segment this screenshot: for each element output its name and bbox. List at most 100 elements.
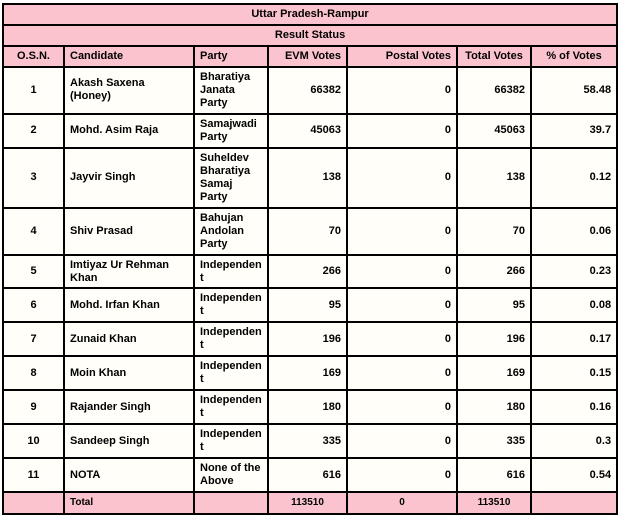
- candidate-row: 6 Mohd. Irfan Khan Independent 95 0 95 0…: [2, 287, 619, 324]
- osn-cell: 5: [2, 253, 65, 290]
- evm-votes-cell: 95: [267, 287, 348, 324]
- party-cell: Bahujan Andolan Party: [193, 206, 269, 256]
- total-votes-cell: 169: [456, 355, 532, 392]
- party-cell: Independent: [193, 253, 269, 290]
- osn-cell: 1: [2, 65, 65, 115]
- party-cell: Suheldev Bharatiya Samaj Party: [193, 146, 269, 209]
- candidate-cell: Sandeep Singh: [63, 423, 195, 460]
- party-cell: Independent: [193, 355, 269, 392]
- total-total-votes: 113510: [456, 491, 532, 515]
- candidate-row: 3 Jayvir Singh Suheldev Bharatiya Samaj …: [2, 146, 619, 209]
- total-votes-cell: 138: [456, 146, 532, 209]
- candidate-cell: Mohd. Irfan Khan: [63, 287, 195, 324]
- total-row-party-cell: [193, 491, 269, 515]
- total-evm-votes: 113510: [267, 491, 348, 515]
- party-cell: None of the Above: [193, 457, 269, 494]
- candidate-cell: Jayvir Singh: [63, 146, 195, 209]
- evm-votes-cell: 169: [267, 355, 348, 392]
- column-header-candidate: Candidate: [63, 44, 195, 68]
- column-header-total-votes: Total Votes: [456, 44, 532, 68]
- total-label: Total: [63, 491, 195, 515]
- pct-votes-cell: 0.16: [529, 389, 619, 426]
- candidate-cell: NOTA: [63, 457, 195, 494]
- candidate-cell: Mohd. Asim Raja: [63, 112, 195, 149]
- column-header-evm-votes: EVM Votes: [267, 44, 348, 68]
- header-row: O.S.N. Candidate Party EVM Votes Postal …: [2, 44, 619, 68]
- evm-votes-cell: 66382: [267, 65, 348, 115]
- pct-votes-cell: 0.12: [529, 146, 619, 209]
- postal-votes-cell: 0: [346, 65, 458, 115]
- candidate-row: 1 Akash Saxena (Honey) Bharatiya Janata …: [2, 65, 619, 115]
- party-cell: Samajwadi Party: [193, 112, 269, 149]
- results-table: Uttar Pradesh-Rampur Result Status O.S.N…: [1, 3, 619, 515]
- total-row-pct-cell: [529, 491, 619, 515]
- total-votes-cell: 335: [456, 423, 532, 460]
- total-votes-cell: 196: [456, 321, 532, 358]
- candidate-cell: Rajander Singh: [63, 389, 195, 426]
- candidate-row: 8 Moin Khan Independent 169 0 169 0.15: [2, 355, 619, 392]
- pct-votes-cell: 0.17: [529, 321, 619, 358]
- postal-votes-cell: 0: [346, 457, 458, 494]
- candidate-cell: Shiv Prasad: [63, 206, 195, 256]
- column-header-postal-votes: Postal Votes: [346, 44, 458, 68]
- party-cell: Independent: [193, 321, 269, 358]
- total-votes-cell: 95: [456, 287, 532, 324]
- evm-votes-cell: 335: [267, 423, 348, 460]
- column-header-osn: O.S.N.: [2, 44, 65, 68]
- page: Uttar Pradesh-Rampur Result Status O.S.N…: [1, 3, 619, 515]
- candidate-row: 4 Shiv Prasad Bahujan Andolan Party 70 0…: [2, 206, 619, 256]
- candidate-row: 10 Sandeep Singh Independent 335 0 335 0…: [2, 423, 619, 460]
- osn-cell: 2: [2, 112, 65, 149]
- postal-votes-cell: 0: [346, 206, 458, 256]
- osn-cell: 9: [2, 389, 65, 426]
- postal-votes-cell: 0: [346, 321, 458, 358]
- pct-votes-cell: 58.48: [529, 65, 619, 115]
- pct-votes-cell: 0.08: [529, 287, 619, 324]
- candidate-row: 9 Rajander Singh Independent 180 0 180 0…: [2, 389, 619, 426]
- total-row-osn-cell: [2, 491, 65, 515]
- osn-cell: 11: [2, 457, 65, 494]
- candidate-cell: Imtiyaz Ur Rehman Khan: [63, 253, 195, 290]
- postal-votes-cell: 0: [346, 253, 458, 290]
- total-votes-cell: 70: [456, 206, 532, 256]
- candidate-row: 5 Imtiyaz Ur Rehman Khan Independent 266…: [2, 253, 619, 290]
- subtitle-row: Result Status: [1, 23, 619, 47]
- osn-cell: 6: [2, 287, 65, 324]
- postal-votes-cell: 0: [346, 389, 458, 426]
- postal-votes-cell: 0: [346, 146, 458, 209]
- evm-votes-cell: 70: [267, 206, 348, 256]
- pct-votes-cell: 0.3: [529, 423, 619, 460]
- party-cell: Independent: [193, 287, 269, 324]
- candidate-cell: Akash Saxena (Honey): [63, 65, 195, 115]
- postal-votes-cell: 0: [346, 112, 458, 149]
- result-status-label: Result Status: [1, 23, 619, 47]
- candidate-cell: Zunaid Khan: [63, 321, 195, 358]
- column-header-pct-votes: % of Votes: [529, 44, 619, 68]
- pct-votes-cell: 39.7: [529, 112, 619, 149]
- candidate-row: 11 NOTA None of the Above 616 0 616 0.54: [2, 457, 619, 494]
- party-cell: Independent: [193, 389, 269, 426]
- column-header-party: Party: [193, 44, 269, 68]
- evm-votes-cell: 180: [267, 389, 348, 426]
- postal-votes-cell: 0: [346, 423, 458, 460]
- constituency-title: Uttar Pradesh-Rampur: [1, 3, 619, 26]
- total-votes-cell: 45063: [456, 112, 532, 149]
- postal-votes-cell: 0: [346, 287, 458, 324]
- pct-votes-cell: 0.23: [529, 253, 619, 290]
- osn-cell: 7: [2, 321, 65, 358]
- evm-votes-cell: 45063: [267, 112, 348, 149]
- total-postal-votes: 0: [346, 491, 458, 515]
- pct-votes-cell: 0.15: [529, 355, 619, 392]
- evm-votes-cell: 196: [267, 321, 348, 358]
- party-cell: Bharatiya Janata Party: [193, 65, 269, 115]
- total-votes-cell: 180: [456, 389, 532, 426]
- osn-cell: 10: [2, 423, 65, 460]
- evm-votes-cell: 138: [267, 146, 348, 209]
- total-votes-cell: 66382: [456, 65, 532, 115]
- candidate-cell: Moin Khan: [63, 355, 195, 392]
- candidate-row: 2 Mohd. Asim Raja Samajwadi Party 45063 …: [2, 112, 619, 149]
- evm-votes-cell: 616: [267, 457, 348, 494]
- pct-votes-cell: 0.06: [529, 206, 619, 256]
- candidate-row: 7 Zunaid Khan Independent 196 0 196 0.17: [2, 321, 619, 358]
- osn-cell: 8: [2, 355, 65, 392]
